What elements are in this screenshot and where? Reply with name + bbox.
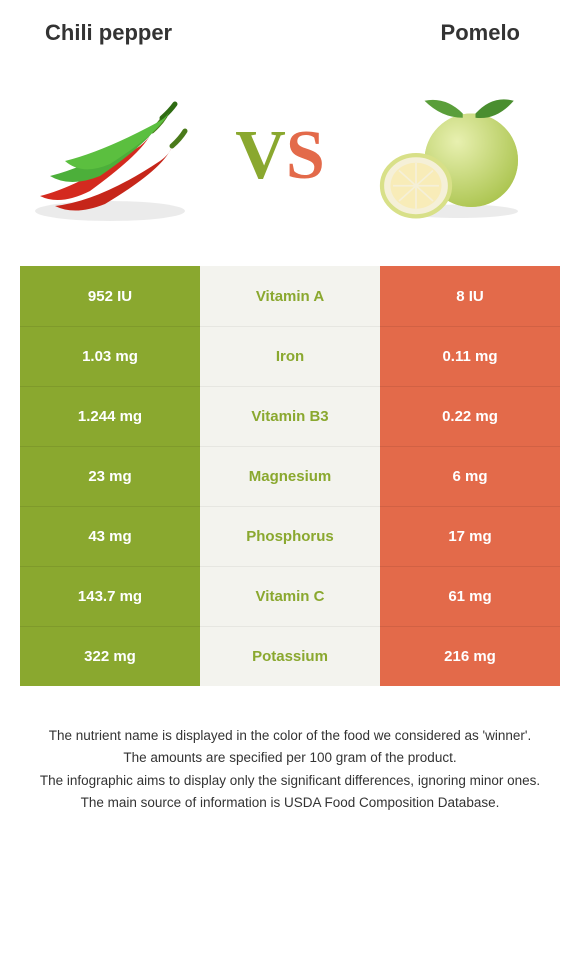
table-row: 1.244 mgVitamin B30.22 mg xyxy=(20,386,560,446)
value-left: 43 mg xyxy=(20,506,200,566)
nutrient-name: Vitamin B3 xyxy=(200,386,380,446)
nutrient-name: Vitamin A xyxy=(200,266,380,326)
value-left: 952 IU xyxy=(20,266,200,326)
table-row: 1.03 mgIron0.11 mg xyxy=(20,326,560,386)
table-row: 322 mgPotassium216 mg xyxy=(20,626,560,686)
nutrient-name: Magnesium xyxy=(200,446,380,506)
table-row: 43 mgPhosphorus17 mg xyxy=(20,506,560,566)
title-left: Chili pepper xyxy=(45,20,172,46)
footnote-line: The nutrient name is displayed in the co… xyxy=(30,726,550,746)
value-right: 0.22 mg xyxy=(380,386,560,446)
value-left: 1.244 mg xyxy=(20,386,200,446)
nutrient-name: Phosphorus xyxy=(200,506,380,566)
value-right: 0.11 mg xyxy=(380,326,560,386)
value-right: 8 IU xyxy=(380,266,560,326)
value-left: 23 mg xyxy=(20,446,200,506)
table-row: 143.7 mgVitamin C61 mg xyxy=(20,566,560,626)
value-left: 1.03 mg xyxy=(20,326,200,386)
nutrient-name: Potassium xyxy=(200,626,380,686)
value-right: 61 mg xyxy=(380,566,560,626)
titles-row: Chili pepper Pomelo xyxy=(0,0,580,56)
value-left: 322 mg xyxy=(20,626,200,686)
vs-s: S xyxy=(286,117,325,194)
footnotes: The nutrient name is displayed in the co… xyxy=(0,686,580,813)
footnote-line: The main source of information is USDA F… xyxy=(30,793,550,813)
title-right: Pomelo xyxy=(441,20,520,46)
vs-v: V xyxy=(235,117,286,194)
images-row: VS xyxy=(0,56,580,266)
nutrient-name: Vitamin C xyxy=(200,566,380,626)
chili-pepper-image xyxy=(10,76,210,236)
pomelo-image xyxy=(350,76,550,236)
value-right: 6 mg xyxy=(380,446,560,506)
table-row: 952 IUVitamin A8 IU xyxy=(20,266,560,326)
value-left: 143.7 mg xyxy=(20,566,200,626)
table-row: 23 mgMagnesium6 mg xyxy=(20,446,560,506)
footnote-line: The amounts are specified per 100 gram o… xyxy=(30,748,550,768)
value-right: 17 mg xyxy=(380,506,560,566)
nutrition-table: 952 IUVitamin A8 IU1.03 mgIron0.11 mg1.2… xyxy=(20,266,560,686)
value-right: 216 mg xyxy=(380,626,560,686)
nutrient-name: Iron xyxy=(200,326,380,386)
vs-label: VS xyxy=(235,116,325,196)
footnote-line: The infographic aims to display only the… xyxy=(30,771,550,791)
